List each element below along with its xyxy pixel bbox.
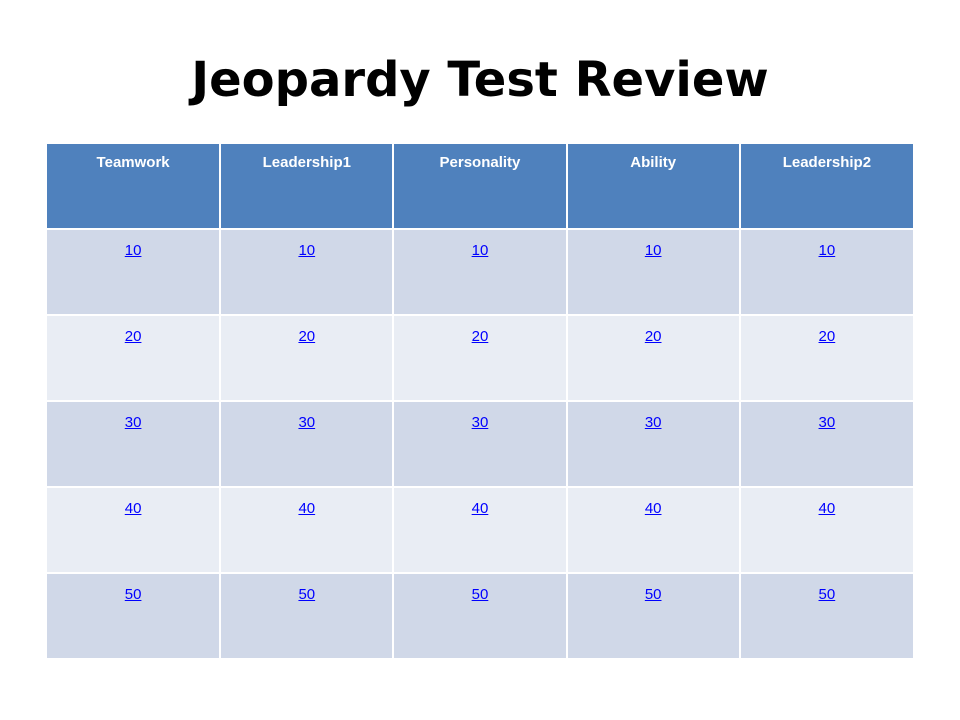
question-link-leadership1-40[interactable]: 40 <box>298 500 316 517</box>
question-link-ability-20[interactable]: 20 <box>644 328 662 345</box>
jeopardy-board: Teamwork Leadership1 Personality Ability… <box>47 142 913 660</box>
question-link-teamwork-10[interactable]: 10 <box>124 242 142 259</box>
board-cell: 20 <box>219 314 395 402</box>
board-cell: 30 <box>219 400 395 488</box>
question-link-leadership2-40[interactable]: 40 <box>818 500 836 517</box>
board-cell: 10 <box>565 228 741 316</box>
board-cell: 50 <box>392 572 568 660</box>
board-cell: 40 <box>219 486 395 574</box>
board-row-40: 40 40 40 40 40 <box>47 486 913 574</box>
category-header-personality: Personality <box>392 142 568 230</box>
board-cell: 50 <box>219 572 395 660</box>
question-link-personality-40[interactable]: 40 <box>471 500 489 517</box>
question-link-leadership1-10[interactable]: 10 <box>298 242 316 259</box>
question-link-teamwork-40[interactable]: 40 <box>124 500 142 517</box>
slide-title: Jeopardy Test Review <box>191 52 769 108</box>
category-header-leadership2: Leadership2 <box>738 142 913 230</box>
question-link-personality-50[interactable]: 50 <box>471 586 489 603</box>
question-link-personality-10[interactable]: 10 <box>471 242 489 259</box>
question-link-ability-50[interactable]: 50 <box>644 586 662 603</box>
board-cell: 30 <box>738 400 913 488</box>
question-link-leadership1-30[interactable]: 30 <box>298 414 316 431</box>
board-cell: 20 <box>392 314 568 402</box>
board-cell: 20 <box>47 314 222 402</box>
board-cell: 10 <box>47 228 222 316</box>
board-cell: 30 <box>565 400 741 488</box>
board-cell: 10 <box>219 228 395 316</box>
board-cell: 50 <box>565 572 741 660</box>
board-cell: 30 <box>47 400 222 488</box>
board-row-30: 30 30 30 30 30 <box>47 400 913 488</box>
board-row-50: 50 50 50 50 50 <box>47 572 913 660</box>
question-link-leadership1-20[interactable]: 20 <box>298 328 316 345</box>
question-link-leadership2-20[interactable]: 20 <box>818 328 836 345</box>
board-cell: 20 <box>738 314 913 402</box>
question-link-teamwork-30[interactable]: 30 <box>124 414 142 431</box>
question-link-teamwork-20[interactable]: 20 <box>124 328 142 345</box>
question-link-leadership2-10[interactable]: 10 <box>818 242 836 259</box>
category-header-leadership1: Leadership1 <box>219 142 395 230</box>
board-cell: 50 <box>47 572 222 660</box>
question-link-personality-20[interactable]: 20 <box>471 328 489 345</box>
category-header-ability: Ability <box>565 142 741 230</box>
board-row-10: 10 10 10 10 10 <box>47 228 913 316</box>
question-link-teamwork-50[interactable]: 50 <box>124 586 142 603</box>
question-link-leadership1-50[interactable]: 50 <box>298 586 316 603</box>
question-link-ability-40[interactable]: 40 <box>644 500 662 517</box>
board-cell: 10 <box>738 228 913 316</box>
board-cell: 40 <box>392 486 568 574</box>
question-link-leadership2-50[interactable]: 50 <box>818 586 836 603</box>
board-cell: 50 <box>738 572 913 660</box>
board-cell: 10 <box>392 228 568 316</box>
board-cell: 40 <box>565 486 741 574</box>
board-cell: 40 <box>738 486 913 574</box>
board-cell: 40 <box>47 486 222 574</box>
question-link-leadership2-30[interactable]: 30 <box>818 414 836 431</box>
category-header-teamwork: Teamwork <box>47 142 222 230</box>
board-cell: 30 <box>392 400 568 488</box>
question-link-ability-10[interactable]: 10 <box>644 242 662 259</box>
question-link-ability-30[interactable]: 30 <box>644 414 662 431</box>
board-row-20: 20 20 20 20 20 <box>47 314 913 402</box>
board-cell: 20 <box>565 314 741 402</box>
question-link-personality-30[interactable]: 30 <box>471 414 489 431</box>
category-header-row: Teamwork Leadership1 Personality Ability… <box>47 142 913 230</box>
